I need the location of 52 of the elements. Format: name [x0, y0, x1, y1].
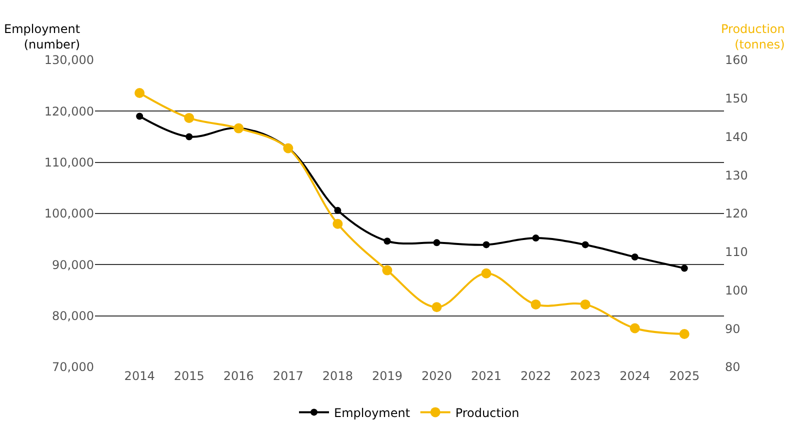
- point: [134, 88, 145, 98]
- x-tick-label: 2020: [421, 369, 452, 383]
- x-tick-label: 2014: [124, 369, 155, 383]
- x-tick-label: 2022: [520, 369, 552, 383]
- y2-tick-label: 90: [725, 322, 740, 336]
- x-tick-label: 2024: [620, 369, 650, 383]
- point: [582, 241, 589, 248]
- point: [482, 241, 490, 248]
- y-tick-label: 120,000: [44, 104, 94, 118]
- y2-tick-label: 150: [725, 92, 748, 106]
- y2-tick-label: 160: [725, 53, 748, 68]
- x-tick-label: 2015: [174, 369, 204, 383]
- point: [530, 299, 541, 310]
- point: [332, 218, 343, 229]
- point: [432, 302, 442, 312]
- x-tick-label: 2025: [669, 369, 700, 383]
- x-tick-label: 2019: [372, 369, 402, 383]
- y-tick-label: 80,000: [52, 309, 94, 324]
- y-tick-label: 100,000: [44, 206, 94, 221]
- y2-tick-label: 130: [725, 168, 748, 182]
- legend-label: Production: [455, 406, 520, 420]
- point: [186, 133, 193, 140]
- y2-tick-label: 120: [725, 206, 748, 221]
- y2-tick-label: 80: [725, 360, 740, 374]
- point: [184, 112, 194, 123]
- y2-tick-label: 100: [725, 283, 748, 298]
- point: [481, 268, 492, 278]
- x-tick-label: 2023: [570, 369, 601, 383]
- point: [631, 253, 638, 260]
- y-tick-label: 90,000: [52, 258, 94, 272]
- y2-tick-label: 140: [725, 130, 748, 144]
- point: [680, 264, 688, 272]
- x-tick-label: 2018: [322, 369, 353, 383]
- point: [580, 299, 590, 310]
- point: [334, 206, 342, 214]
- y-tick-label: 70,000: [52, 360, 94, 374]
- x-tick-label: 2021: [470, 369, 502, 383]
- point: [630, 323, 640, 334]
- y2-axis-title: Production (tonnes): [721, 22, 785, 52]
- point: [679, 329, 690, 339]
- legend-label: Employment: [334, 406, 410, 420]
- y-axis-title: Employment (number): [4, 22, 80, 52]
- point: [136, 112, 144, 120]
- y-tick-label: 130,000: [44, 53, 94, 68]
- point: [532, 234, 540, 242]
- x-tick-label: 2016: [223, 369, 254, 383]
- point: [382, 265, 392, 276]
- point: [384, 238, 391, 245]
- y2-tick-label: 110: [725, 245, 748, 260]
- y-tick-label: 110,000: [44, 156, 94, 170]
- point: [433, 239, 440, 246]
- x-tick-label: 2017: [272, 369, 304, 383]
